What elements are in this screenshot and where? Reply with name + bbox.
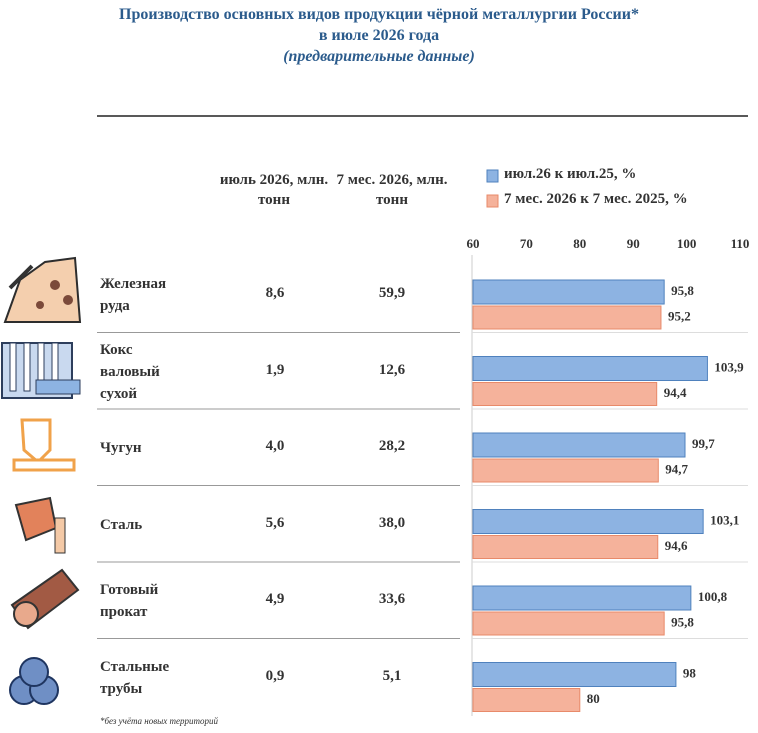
x-tick-label: 70 (520, 236, 533, 251)
legend-label: июл.26 к июл.25, % (504, 166, 637, 182)
row-label: Чугун (100, 440, 142, 456)
value-label: 103,9 (714, 359, 744, 374)
row-label: Железная руда (100, 276, 167, 314)
value-label: 94,7 (665, 461, 688, 476)
title-line: в июле 2026 года (318, 27, 440, 44)
x-tick-label: 60 (467, 236, 480, 251)
value-label: 80 (587, 691, 600, 706)
table-cell: 59,9 (378, 285, 406, 301)
table-cell: 0,9 (265, 667, 285, 684)
value-label: 95,8 (671, 614, 694, 629)
value-label: 94,4 (664, 385, 687, 400)
x-tick-label: 100 (677, 236, 697, 251)
value-label: 95,2 (668, 308, 691, 323)
value-label: 103,1 (710, 512, 739, 527)
table-cell: 5,6 (265, 514, 285, 531)
table-cell: 8,6 (265, 285, 285, 301)
value-label: 99,7 (692, 436, 715, 451)
bar (472, 509, 704, 534)
footnote: *без учёта новых территорий (100, 716, 219, 726)
table-cell: 28,2 (378, 438, 406, 454)
x-tick-label: 80 (573, 236, 586, 251)
value-label: 100,8 (698, 589, 728, 604)
x-tick-label: 110 (731, 236, 750, 251)
legend-swatch (486, 169, 499, 183)
table-cell: 38,0 (378, 514, 406, 531)
row-label: Кокс валовый сухой (100, 341, 160, 402)
bar (472, 305, 662, 330)
row-label: Готовый прокат (100, 582, 159, 620)
row-label: Стальные трубы (100, 658, 170, 697)
title-line: (предварительные данные) (283, 48, 475, 65)
bar (472, 662, 677, 687)
column-header: июль 2026, млн. тонн (219, 172, 329, 208)
bar (472, 432, 686, 458)
legend-swatch (486, 194, 499, 208)
table-cell: 5,1 (382, 667, 402, 684)
title-line: Производство основных видов продукции чё… (119, 6, 639, 23)
table-cell: 4,9 (265, 591, 285, 607)
bar (472, 611, 665, 636)
x-tick-label: 90 (627, 236, 640, 251)
table-cell: 4,0 (265, 438, 285, 454)
bar (472, 688, 581, 712)
bar (472, 535, 659, 559)
bar (472, 356, 708, 381)
icons (1, 256, 82, 705)
value-label: 98 (683, 665, 697, 680)
row-label: Сталь (100, 516, 143, 533)
bar (472, 279, 665, 305)
bar (472, 382, 658, 406)
table-cell: 12,6 (378, 361, 406, 378)
legend-label: 7 мес. 2026 к 7 мес. 2025, % (504, 191, 688, 207)
bar (472, 585, 692, 611)
table-cell: 33,6 (378, 591, 406, 607)
value-label: 94,6 (665, 538, 688, 553)
column-header: 7 мес. 2026, млн. тонн (336, 172, 448, 208)
value-label: 95,8 (671, 283, 694, 298)
bar (472, 458, 659, 483)
table-cell: 1,9 (265, 361, 285, 378)
